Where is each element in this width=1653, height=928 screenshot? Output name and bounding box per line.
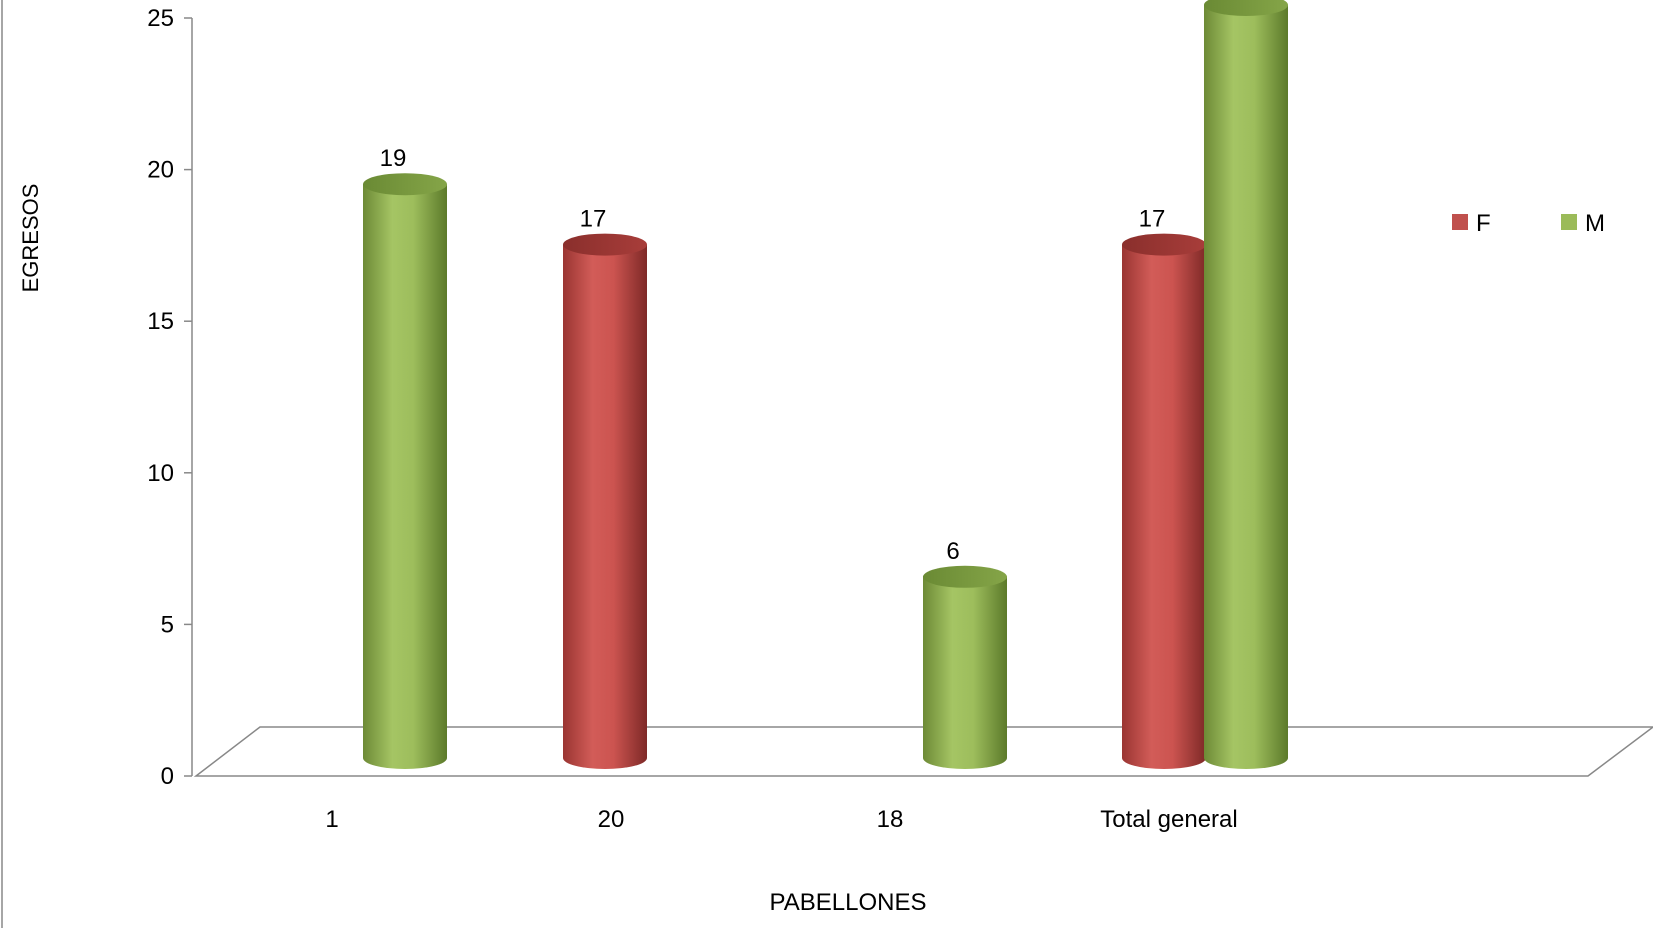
bar-top — [1122, 233, 1206, 256]
legend-label-m: M — [1585, 210, 1605, 237]
x-tick-label: 20 — [598, 806, 625, 833]
bar-body — [1204, 5, 1288, 769]
bar-top — [363, 173, 447, 196]
legend-swatch-m — [1561, 214, 1577, 230]
x-tick-label: 1 — [325, 806, 338, 833]
bar-body — [563, 244, 647, 770]
bar-m-3 — [1204, 0, 1288, 769]
legend: F M — [1452, 210, 1605, 237]
bar-f-3 — [1122, 233, 1206, 770]
y-tick-label: 10 — [147, 460, 174, 487]
bar-m-2 — [923, 565, 1007, 769]
bar-body — [1122, 244, 1206, 770]
x-tick-label: 18 — [877, 806, 904, 833]
bar-top — [563, 233, 647, 256]
bar-top — [923, 565, 1007, 588]
data-labels: 19 17 6 17 — [380, 145, 1166, 565]
x-tick-labels: 1 20 18 Total general — [325, 806, 1237, 833]
bars — [363, 0, 1288, 770]
bar-body — [923, 576, 1007, 769]
y-axis-title: EGRESOS — [18, 184, 43, 293]
y-tick-label: 0 — [161, 763, 174, 790]
data-label: 17 — [580, 206, 607, 233]
y-tick-label: 20 — [147, 157, 174, 184]
data-label: 17 — [1139, 206, 1166, 233]
y-tick-label: 5 — [161, 611, 174, 638]
bar-f-1 — [563, 233, 647, 770]
legend-label-f: F — [1476, 210, 1491, 237]
bar-top — [1204, 0, 1288, 16]
data-label: 19 — [380, 145, 407, 172]
bar-body — [363, 184, 447, 769]
y-ticks: 0 5 10 15 20 25 — [147, 5, 192, 790]
y-tick-label: 15 — [147, 308, 174, 335]
y-tick-label: 25 — [147, 5, 174, 32]
bar-m-0 — [363, 173, 447, 769]
x-axis-title: PABELLONES — [770, 889, 927, 916]
legend-swatch-f — [1452, 214, 1468, 230]
data-label: 6 — [946, 538, 959, 565]
x-tick-label: Total general — [1100, 806, 1237, 833]
